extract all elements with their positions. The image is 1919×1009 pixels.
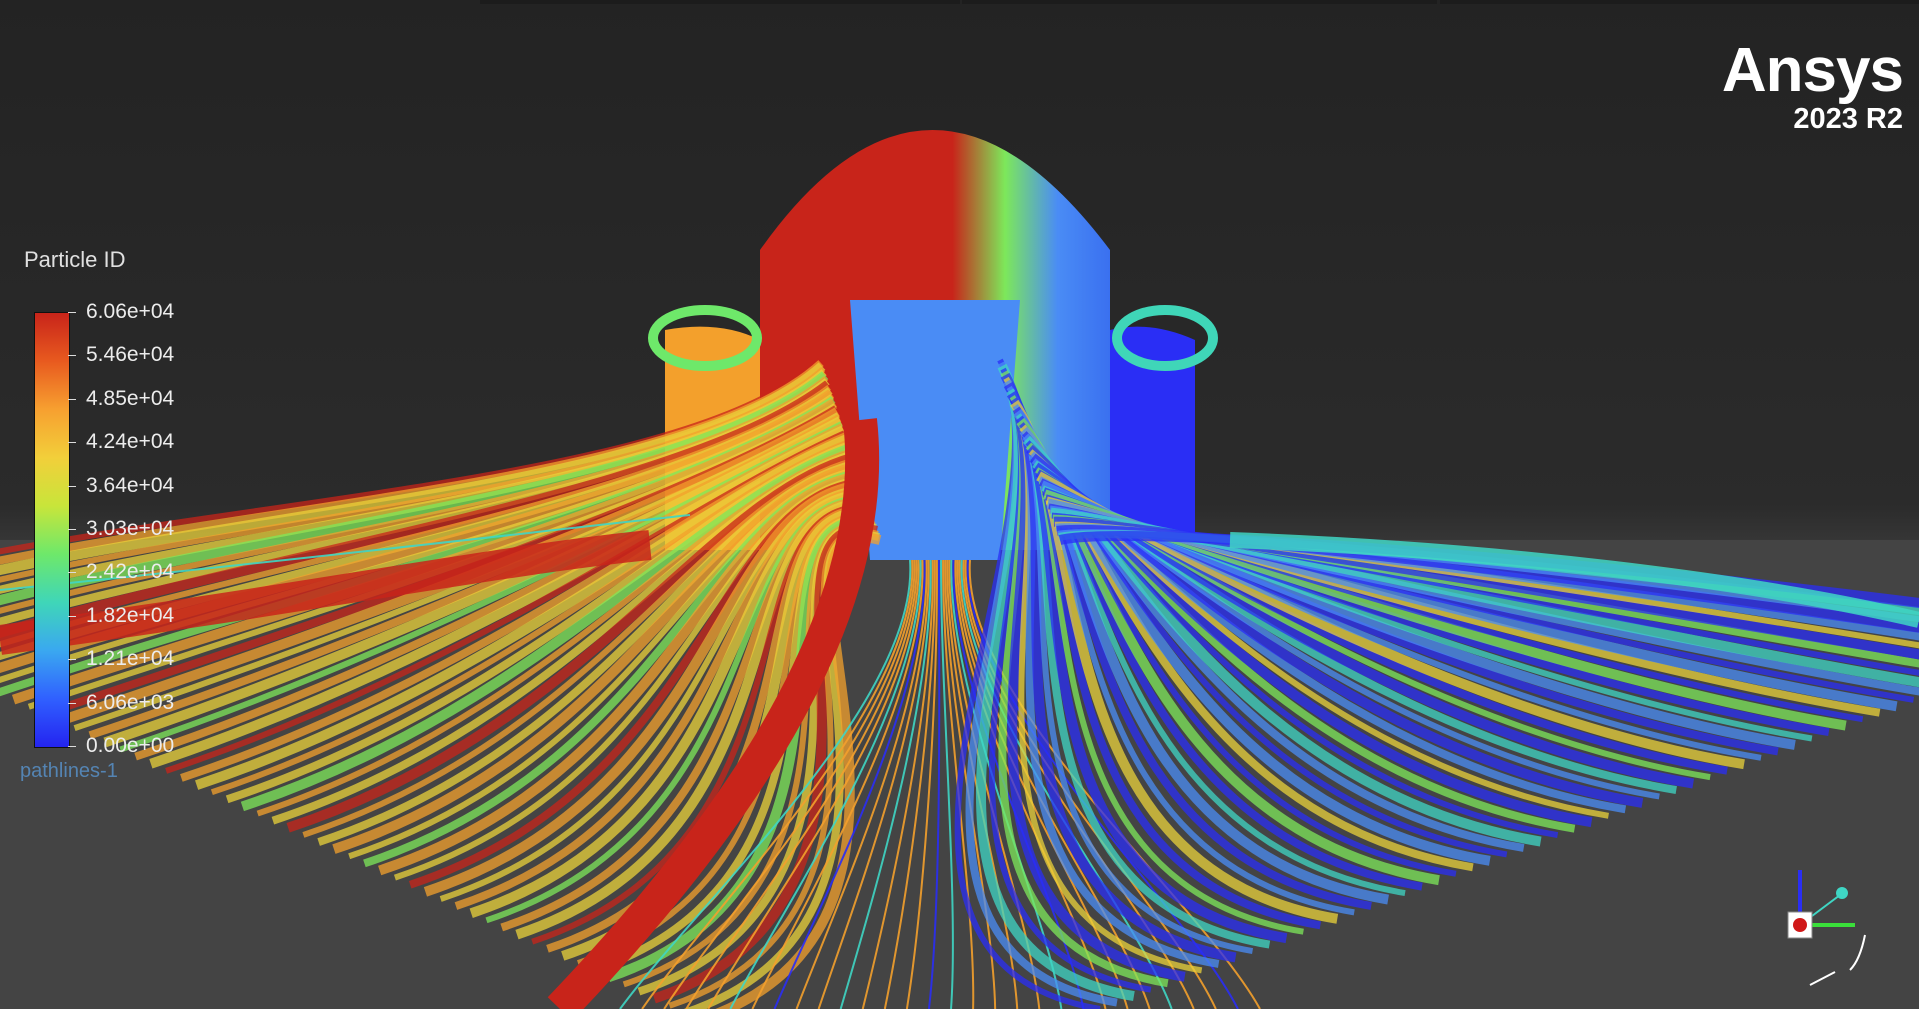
left-pathline (332, 461, 857, 854)
legend-subtitle: pathlines-1 (20, 760, 118, 782)
pathline-bands (0, 357, 1919, 1009)
center-pathline (839, 559, 932, 1009)
tick-mark (68, 572, 76, 574)
red-pathline-strip (547, 418, 880, 1009)
tick-mark (68, 615, 76, 617)
tick-label: 3.03e+04 (86, 517, 175, 540)
colorbar (34, 312, 70, 748)
tick-label: 2.42e+04 (86, 560, 175, 584)
right-wheel-surface (1110, 326, 1195, 560)
tick-mark (68, 398, 76, 400)
tick-mark (68, 355, 76, 357)
left-vortex (648, 305, 762, 371)
tick-mark (68, 485, 76, 487)
center-pathline (861, 559, 934, 1009)
window-tab-strip (1440, 0, 1919, 4)
ansys-logo: Ansys 2023 R2 (1721, 36, 1904, 135)
center-pathline (707, 559, 920, 1009)
tick-label: 6.06e+03 (86, 690, 175, 714)
center-pathline (619, 559, 912, 1009)
left-pathline (423, 480, 863, 897)
horizon-pathline (1229, 532, 1919, 628)
tick-label: 6.06e+04 (86, 300, 175, 323)
center-pathline (905, 559, 938, 1009)
tick-mark (68, 529, 76, 530)
center-pathline (663, 559, 916, 1009)
tick-mark (68, 442, 76, 444)
underbody-flow (850, 300, 1020, 560)
center-pathline (940, 559, 954, 1009)
tick-mark (68, 702, 76, 704)
center-pathline (817, 559, 930, 1009)
brand-name: Ansys (1721, 36, 1904, 105)
tick-label: 0.00e+00 (86, 734, 175, 757)
center-pathline (960, 559, 1173, 1009)
tick-label: 3.64e+04 (86, 473, 175, 497)
axes-triad-icon[interactable] (1770, 860, 1880, 990)
tick-label: 1.82e+04 (86, 603, 175, 627)
window-tab-strip (962, 0, 1437, 4)
center-pathline (773, 559, 926, 1009)
tick-label: 1.21e+04 (86, 647, 175, 671)
center-pathline (795, 559, 928, 1009)
tick-label: 4.24e+04 (86, 430, 175, 454)
center-pathline (751, 559, 924, 1009)
center-pathline (729, 559, 922, 1009)
window-tab-strip (480, 0, 960, 4)
legend-title: Particle ID (24, 247, 126, 272)
horizon-pathline (0, 530, 652, 655)
right-vortex (1112, 305, 1218, 371)
tick-mark (68, 312, 76, 313)
tick-label: 4.85e+04 (86, 386, 175, 410)
tick-mark (68, 659, 76, 661)
brand-version: 2023 R2 (1793, 103, 1903, 135)
left-pathline (378, 470, 860, 876)
tick-mark (68, 746, 76, 747)
center-pathline (685, 559, 918, 1009)
center-pathline (927, 559, 941, 1009)
center-pathline (948, 559, 1041, 1009)
center-pathline (883, 559, 936, 1009)
center-pathline (641, 559, 914, 1009)
tick-label: 5.46e+04 (86, 343, 175, 367)
horizon-pathline (0, 514, 691, 591)
